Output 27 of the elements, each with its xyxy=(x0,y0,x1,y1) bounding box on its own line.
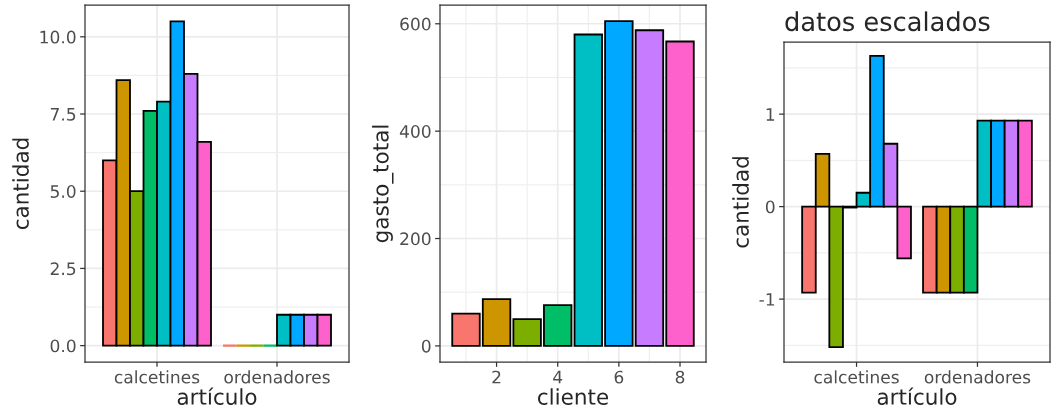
x-tick-label: 6 xyxy=(614,370,624,384)
y-tick-label: 10.0 xyxy=(40,30,76,44)
y-tick-label: 0 xyxy=(765,200,775,214)
x-tick-label: calcetines xyxy=(114,370,200,384)
y-tick-label: 600 xyxy=(400,17,431,31)
x-tick-label: ordenadores xyxy=(924,370,1031,384)
y-tick-label: 200 xyxy=(400,232,431,246)
y-tick-label: 0.0 xyxy=(50,339,76,353)
y-tick-label: 7.5 xyxy=(50,108,76,121)
x-axis-title: cliente xyxy=(538,388,609,405)
x-tick-label: 4 xyxy=(553,370,563,384)
y-axis-title: gasto_total xyxy=(372,125,394,243)
y-tick-label: 2.5 xyxy=(50,262,76,276)
y-tick-label: 0 xyxy=(421,339,431,353)
y-tick-label: 400 xyxy=(399,124,431,138)
x-tick-label: 8 xyxy=(675,370,685,384)
x-axis-title: artículo xyxy=(877,387,957,405)
y-axis-title: cantidad xyxy=(12,138,29,230)
y-tick-label: 1 xyxy=(766,108,775,121)
x-tick-label: ordenadores xyxy=(224,370,330,384)
y-tick-label: 5.0 xyxy=(50,185,76,198)
x-tick-label: calcetines xyxy=(814,370,899,384)
x-tick-label: 2 xyxy=(492,370,501,384)
chart-title: datos escalados xyxy=(785,11,990,32)
x-axis-title: artículo xyxy=(177,387,257,405)
y-axis-title: cantidad xyxy=(732,157,749,248)
y-tick-label: -1 xyxy=(759,293,775,306)
